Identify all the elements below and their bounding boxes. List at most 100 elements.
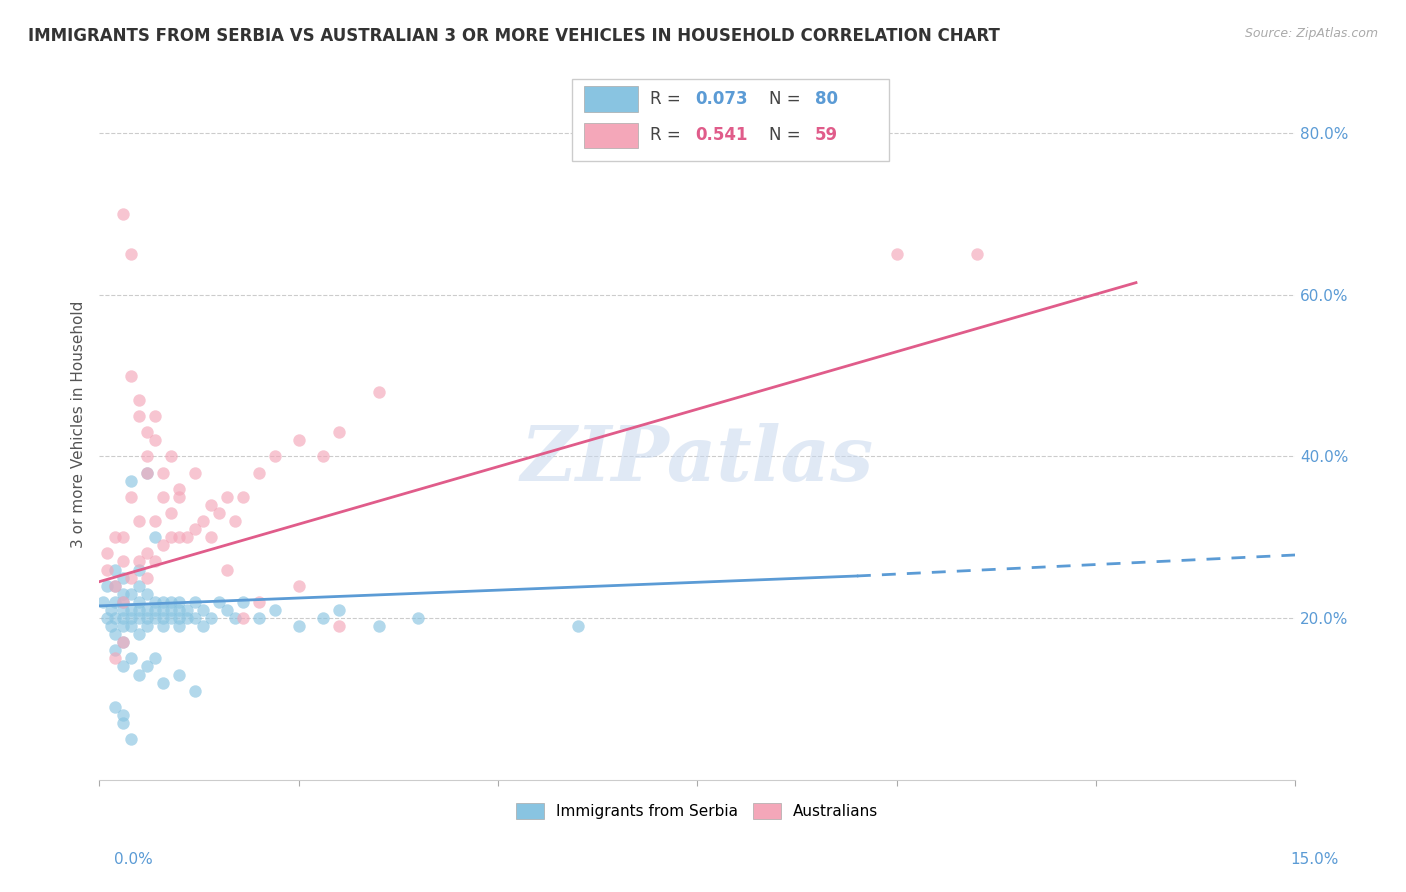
Point [128, 595, 150, 609]
Point [215, 603, 238, 617]
Point [143, 554, 166, 568]
Point [112, 635, 135, 649]
Point [208, 506, 231, 520]
Text: 0.541: 0.541 [695, 127, 748, 145]
Point [152, 595, 174, 609]
Point [191, 514, 214, 528]
Point [328, 619, 350, 633]
Point [136, 587, 159, 601]
Point [112, 587, 135, 601]
Point [136, 619, 159, 633]
FancyBboxPatch shape [572, 79, 889, 161]
Point [367, 384, 389, 399]
Point [167, 603, 190, 617]
Text: R =: R = [650, 90, 686, 108]
Point [120, 474, 142, 488]
Point [93, 595, 115, 609]
Text: ZIPatlas: ZIPatlas [520, 423, 875, 497]
Point [128, 627, 150, 641]
Point [120, 619, 142, 633]
Point [160, 603, 183, 617]
Point [112, 530, 135, 544]
Y-axis label: 3 or more Vehicles in Household: 3 or more Vehicles in Household [72, 301, 86, 548]
Point [167, 595, 190, 609]
Point [112, 603, 135, 617]
Point [120, 603, 142, 617]
Point [191, 619, 214, 633]
Point [120, 587, 142, 601]
Point [112, 554, 135, 568]
Point [143, 514, 166, 528]
FancyBboxPatch shape [583, 87, 638, 112]
Point [167, 482, 190, 496]
Point [104, 579, 127, 593]
Point [184, 466, 207, 480]
Point [152, 675, 174, 690]
Point [152, 538, 174, 552]
Point [191, 603, 214, 617]
Point [160, 595, 183, 609]
Point [136, 603, 159, 617]
FancyBboxPatch shape [583, 122, 638, 148]
Point [152, 619, 174, 633]
Point [143, 603, 166, 617]
Point [312, 611, 335, 625]
Point [128, 611, 150, 625]
Point [184, 595, 207, 609]
Point [143, 611, 166, 625]
Point [184, 611, 207, 625]
Point [224, 611, 246, 625]
Text: N =: N = [769, 90, 806, 108]
Point [160, 611, 183, 625]
Point [232, 490, 254, 504]
Point [160, 506, 183, 520]
Text: 80: 80 [814, 90, 838, 108]
Point [143, 434, 166, 448]
Point [112, 571, 135, 585]
Text: 59: 59 [814, 127, 838, 145]
Point [104, 595, 127, 609]
Point [120, 368, 142, 383]
Point [152, 603, 174, 617]
Point [143, 651, 166, 665]
Point [247, 611, 270, 625]
Point [312, 450, 335, 464]
Point [247, 466, 270, 480]
Point [287, 619, 309, 633]
Text: 0.073: 0.073 [695, 90, 748, 108]
Point [112, 716, 135, 731]
Point [136, 425, 159, 439]
Point [208, 595, 231, 609]
Point [104, 651, 127, 665]
Point [143, 595, 166, 609]
Point [287, 434, 309, 448]
Point [215, 562, 238, 576]
Point [328, 603, 350, 617]
Point [100, 619, 122, 633]
Point [167, 619, 190, 633]
Point [200, 611, 222, 625]
Point [966, 247, 988, 261]
Point [120, 611, 142, 625]
Point [184, 683, 207, 698]
Point [176, 603, 198, 617]
Point [136, 571, 159, 585]
Point [224, 514, 246, 528]
Point [120, 651, 142, 665]
Point [104, 643, 127, 657]
Point [112, 708, 135, 723]
Point [152, 466, 174, 480]
Point [128, 562, 150, 576]
Point [567, 619, 589, 633]
Point [104, 699, 127, 714]
Point [128, 392, 150, 407]
Point [100, 603, 122, 617]
Point [112, 595, 135, 609]
Point [367, 619, 389, 633]
Point [104, 579, 127, 593]
Point [287, 579, 309, 593]
Point [96, 611, 118, 625]
Text: 15.0%: 15.0% [1291, 852, 1339, 867]
Point [167, 667, 190, 681]
Text: Source: ZipAtlas.com: Source: ZipAtlas.com [1244, 27, 1378, 40]
